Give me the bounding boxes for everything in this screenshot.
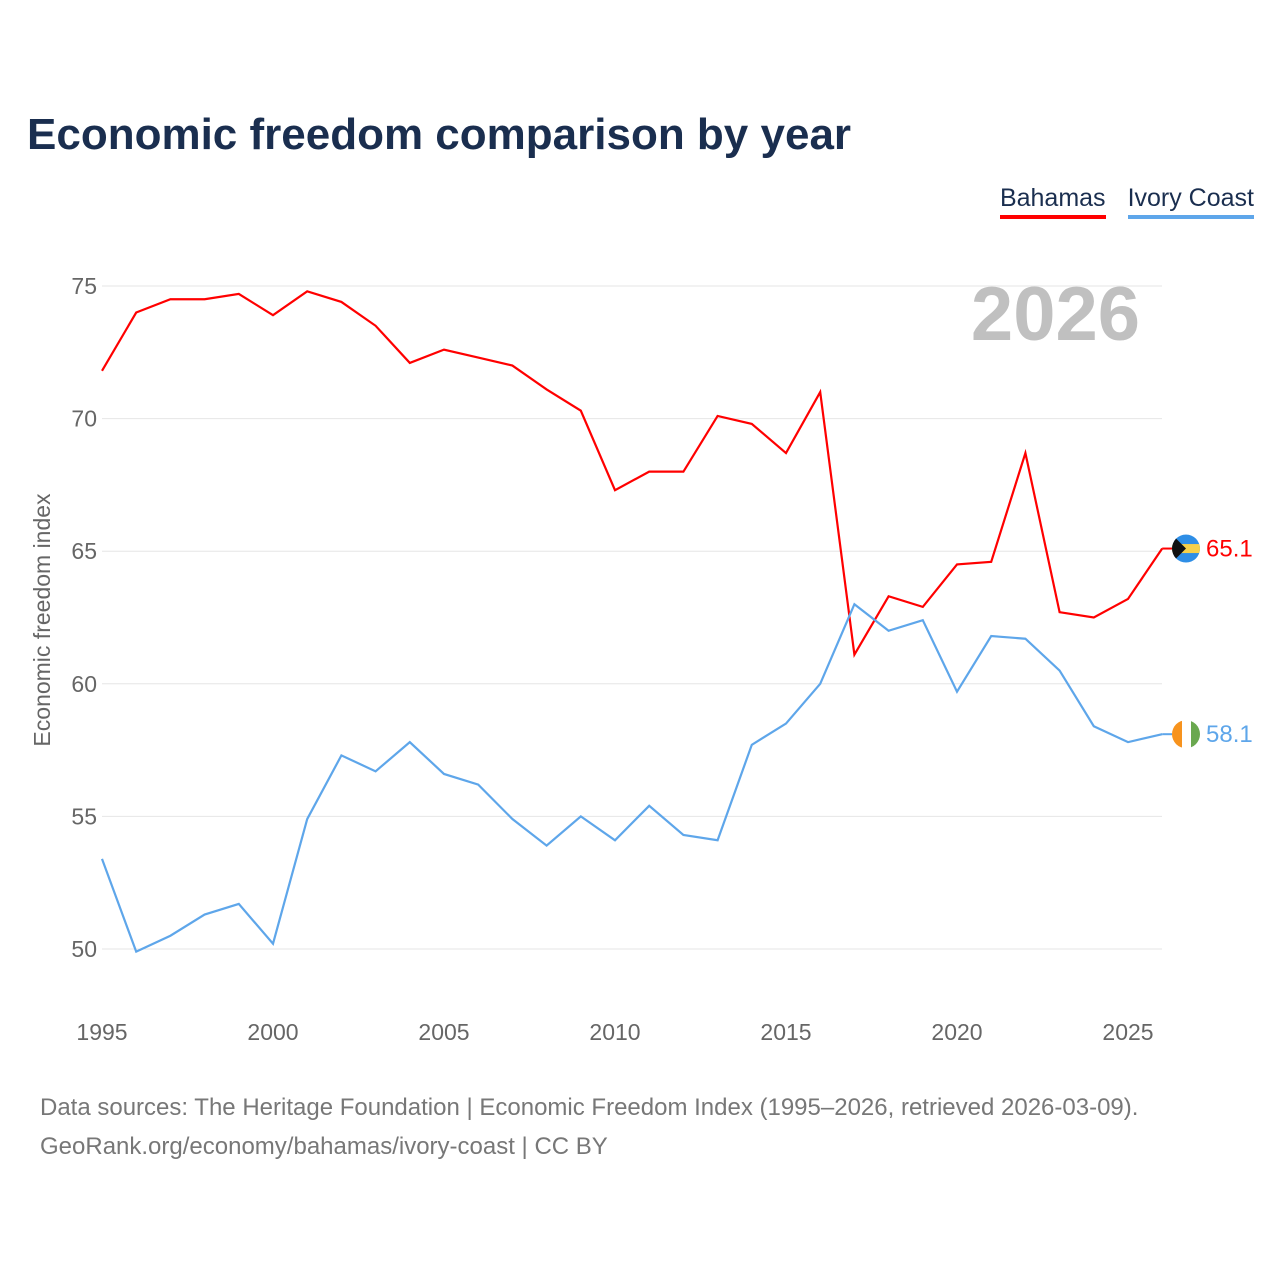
source-text: Data sources: The Heritage Foundation | … [40, 1094, 1139, 1121]
x-tick-label: 2015 [760, 1019, 811, 1045]
x-tick-label: 2000 [247, 1019, 298, 1045]
x-tick-label: 2010 [589, 1019, 640, 1045]
x-tick-label: 2025 [1102, 1019, 1153, 1045]
x-tick-label: 1995 [76, 1019, 127, 1045]
series-line-bahamas [101, 290, 1164, 658]
bahamas-flag-icon [1172, 534, 1200, 563]
legend-item-bahamas[interactable]: Bahamas [999, 184, 1106, 219]
x-tick-label: 2020 [931, 1019, 982, 1045]
year-watermark: 2026 [971, 272, 1140, 357]
y-tick-label: 50 [71, 936, 97, 962]
attribution-text: GeoRank.org/economy/bahamas/ivory-coast … [40, 1133, 608, 1160]
legend: Bahamas Ivory Coast [999, 184, 1254, 219]
y-tick-label: 75 [71, 273, 97, 299]
footer: Data sources: The Heritage Foundation | … [40, 1088, 1138, 1166]
y-tick-label: 65 [71, 538, 97, 564]
end-value-label: 65.1 [1206, 536, 1253, 563]
y-tick-label: 60 [71, 671, 97, 697]
y-axis-label: Economic freedom index [29, 493, 55, 747]
ivory-coast-flag-icon [1172, 720, 1200, 749]
legend-item-ivory-coast[interactable]: Ivory Coast [1127, 184, 1254, 219]
x-tick-label: 2005 [418, 1019, 469, 1045]
end-value-label: 58.1 [1206, 721, 1253, 748]
y-tick-label: 55 [71, 803, 97, 829]
y-tick-label: 70 [71, 406, 97, 432]
chart-title: Economic freedom comparison by year [27, 110, 852, 159]
series-line-ivory-coast [100, 602, 1163, 954]
